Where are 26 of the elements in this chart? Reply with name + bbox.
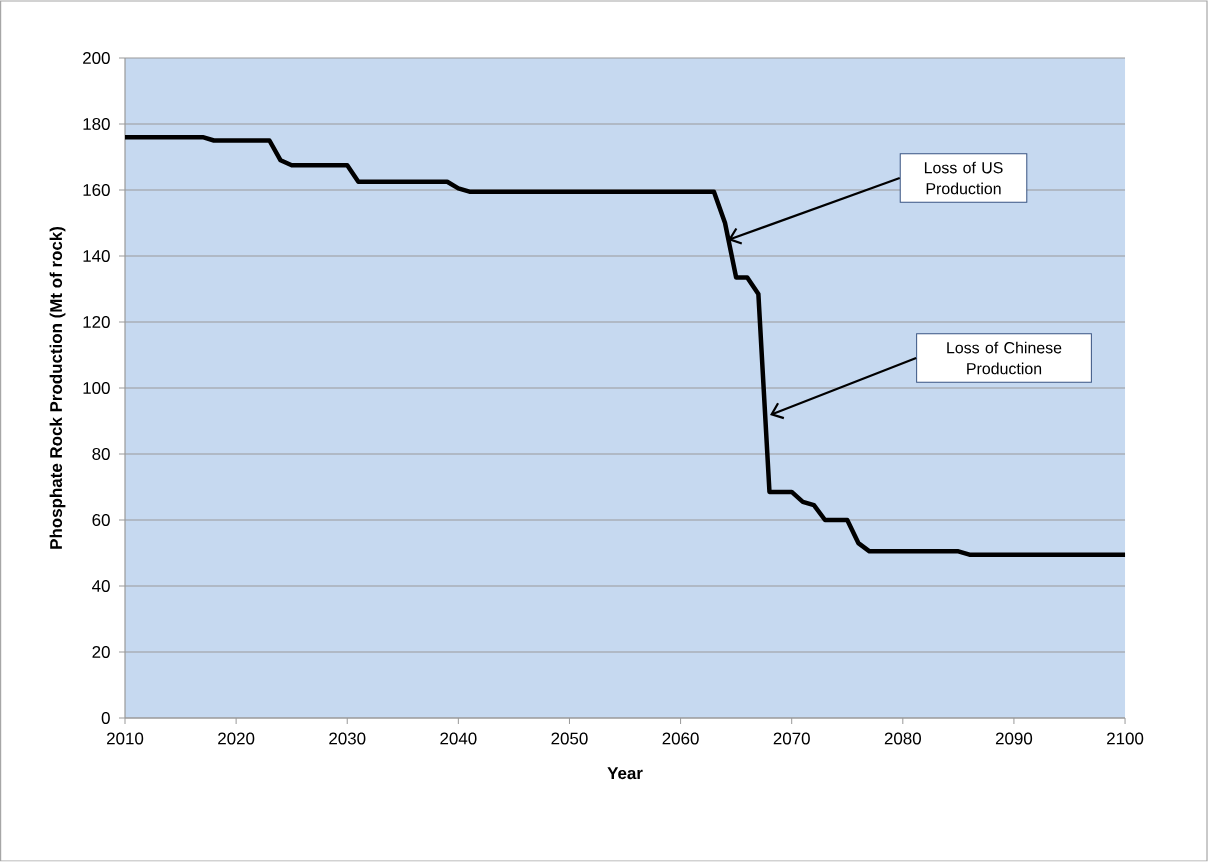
x-tick-label: 2040 (440, 732, 477, 745)
y-tick-label: 100 (83, 382, 110, 395)
y-tick-label: 120 (83, 316, 110, 329)
x-tick-label: 2010 (107, 732, 144, 745)
y-tick-label: 140 (83, 250, 110, 263)
x-axis-title: Year (607, 767, 643, 780)
x-tick-label: 2030 (329, 732, 366, 745)
y-tick-label: 180 (83, 118, 110, 131)
y-tick-label: 0 (101, 712, 110, 725)
y-tick-label: 20 (92, 646, 110, 659)
y-tick-label: 200 (83, 52, 110, 65)
x-tick-label: 2090 (995, 732, 1033, 745)
annotation: Loss of US Production (924, 161, 1003, 195)
x-tick-label: 2050 (551, 732, 588, 745)
x-tick-label: 2100 (1107, 732, 1144, 745)
line-series (122, 135, 1128, 558)
x-tick-label: 2060 (662, 732, 699, 745)
annotation: Loss of Chinese Production (947, 341, 1062, 375)
y-tick-label: 40 (92, 580, 110, 593)
x-tick-label: 2020 (218, 732, 255, 745)
y-tick-label: 80 (92, 448, 110, 461)
y-axis-title: Phosphate Rock Production (Mt of rock) (49, 227, 66, 549)
x-tick-label: 2070 (773, 732, 810, 745)
y-tick-label: 160 (83, 184, 110, 197)
x-tick-label: 2080 (884, 732, 921, 745)
y-tick-label: 60 (92, 514, 110, 527)
